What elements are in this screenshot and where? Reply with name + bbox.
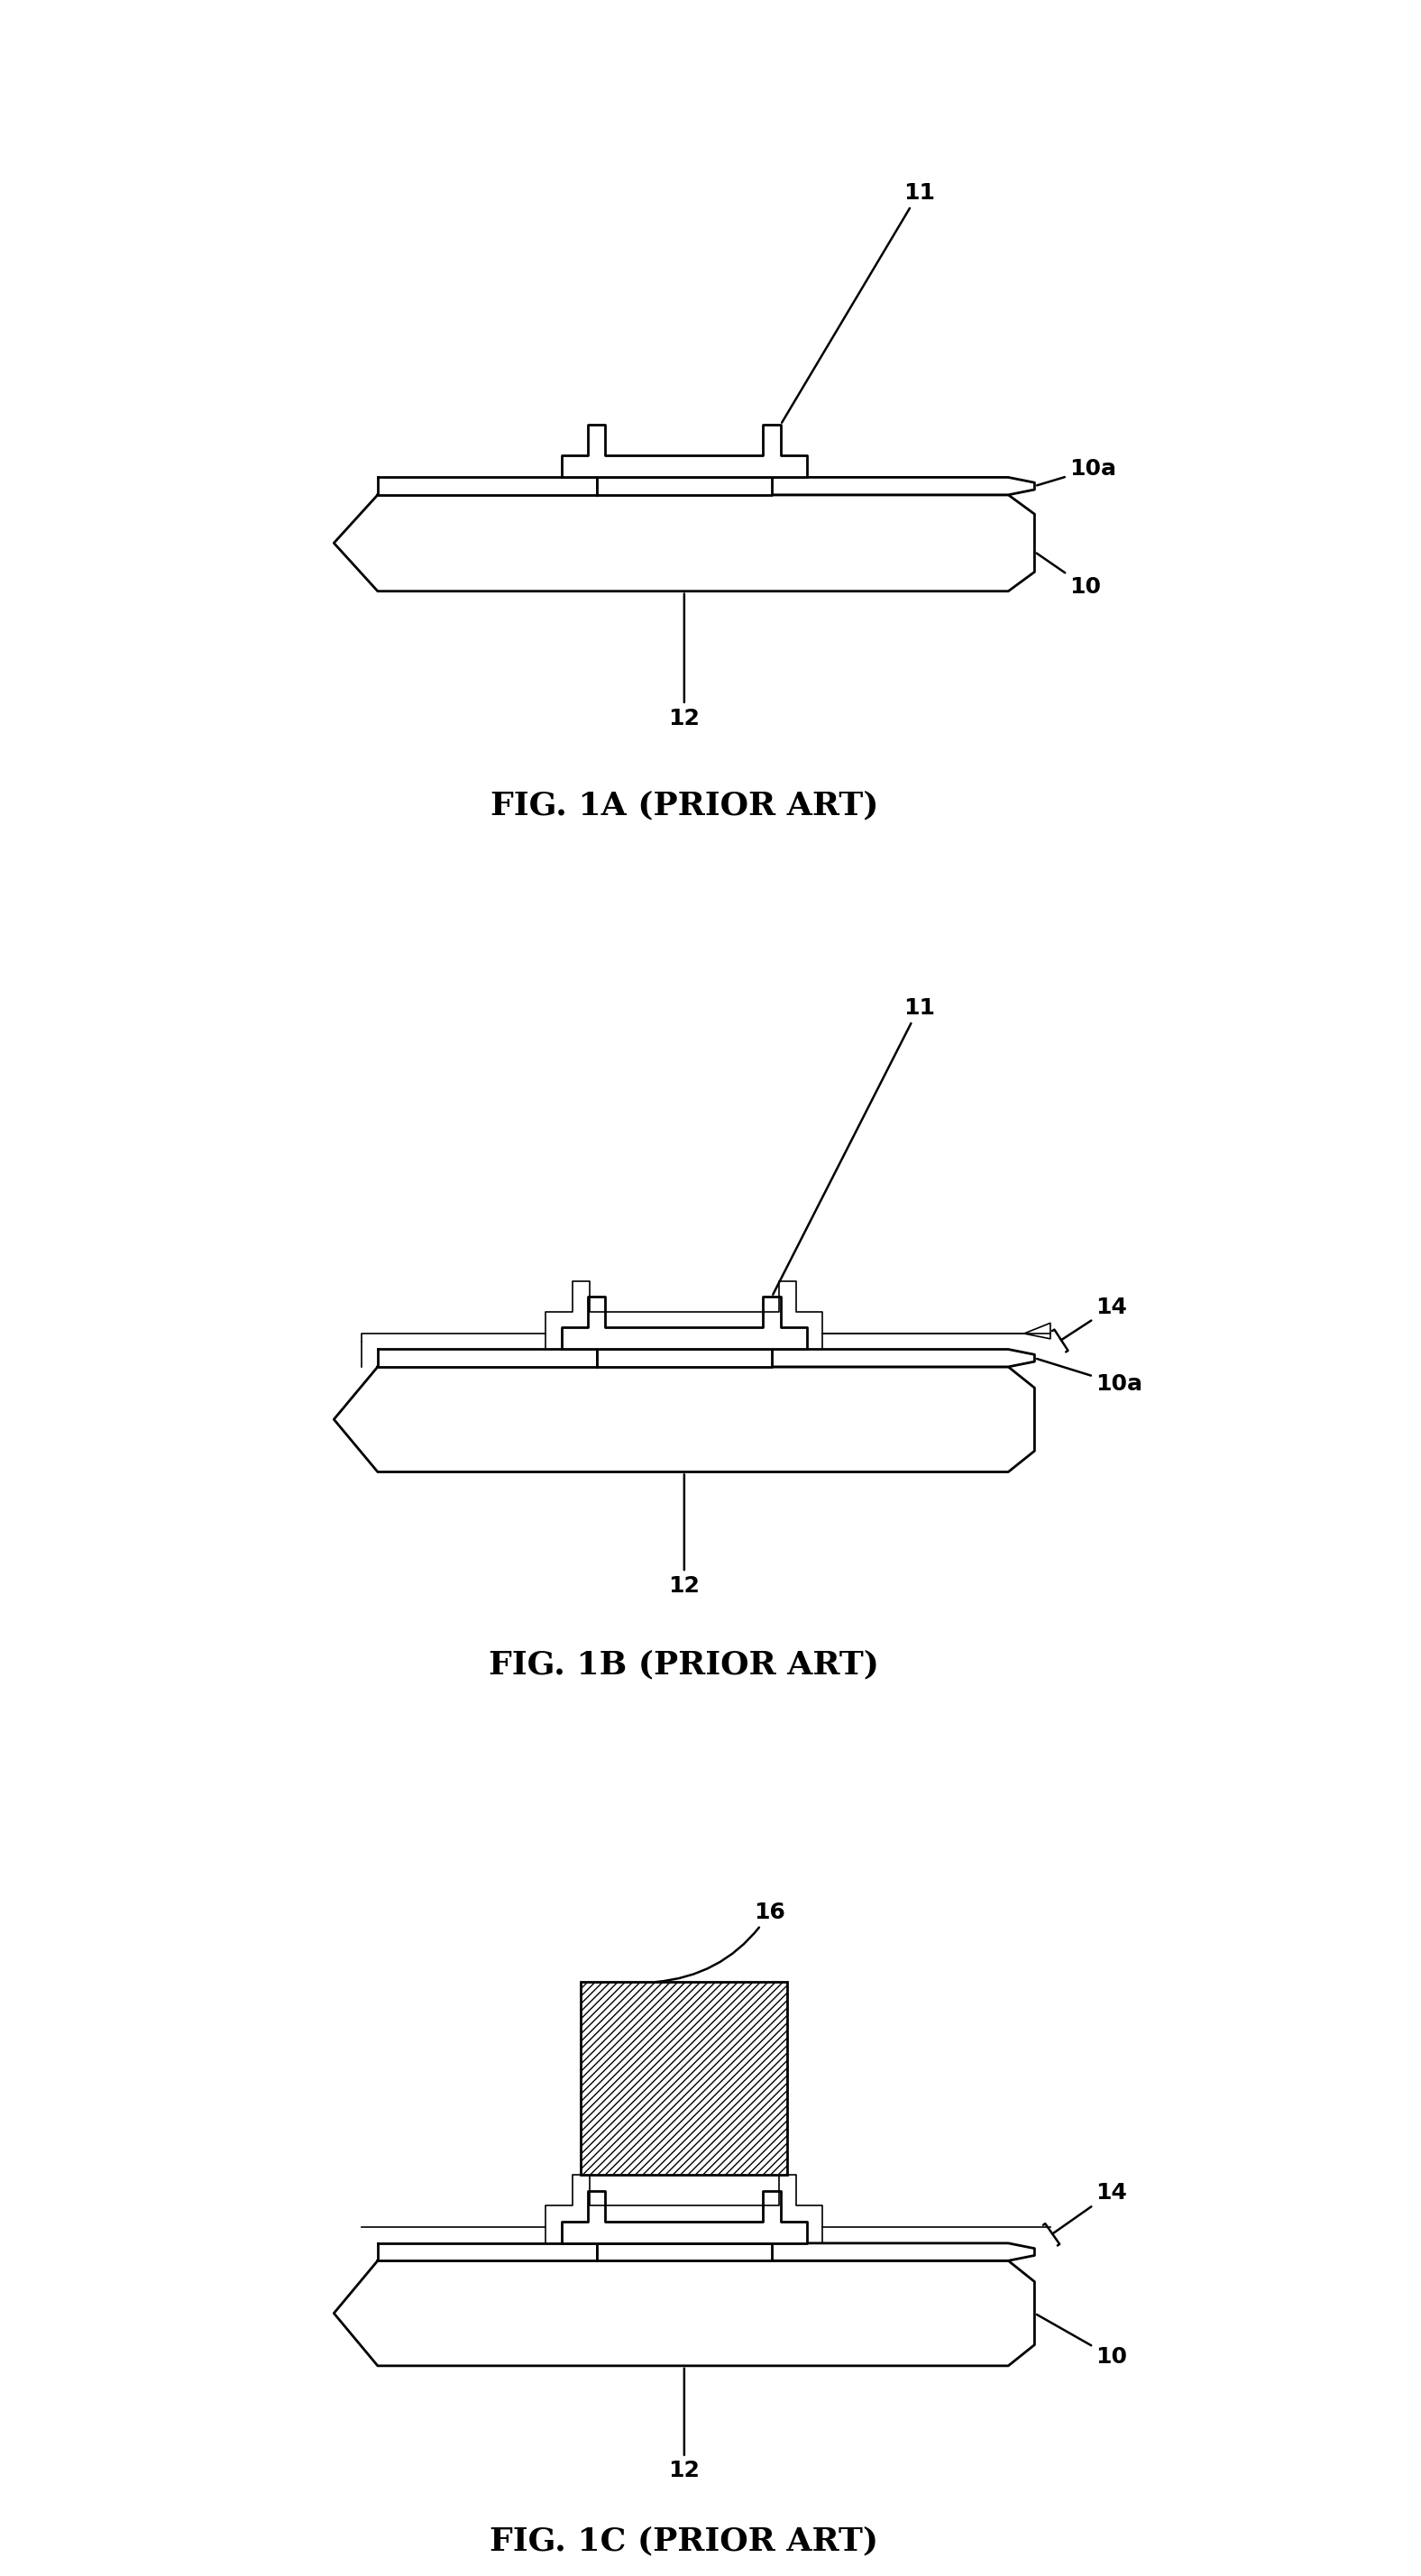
- Polygon shape: [561, 425, 807, 477]
- Text: FIG. 1A (PRIOR ART): FIG. 1A (PRIOR ART): [490, 791, 878, 822]
- Text: 12: 12: [668, 592, 701, 729]
- Polygon shape: [561, 2190, 807, 2244]
- Text: 10: 10: [1037, 2313, 1127, 2367]
- Text: 10a: 10a: [1037, 1358, 1142, 1396]
- Polygon shape: [772, 2244, 1034, 2262]
- Polygon shape: [597, 2244, 772, 2262]
- Text: 10: 10: [1037, 554, 1101, 598]
- Text: FIG. 1C (PRIOR ART): FIG. 1C (PRIOR ART): [490, 2524, 878, 2555]
- Polygon shape: [597, 477, 772, 495]
- Bar: [581, 1981, 787, 2174]
- Text: 12: 12: [668, 1473, 701, 1597]
- Polygon shape: [772, 477, 1034, 495]
- Polygon shape: [772, 1350, 1034, 1368]
- Polygon shape: [334, 2262, 1034, 2365]
- Polygon shape: [597, 1350, 772, 1368]
- Polygon shape: [561, 1296, 807, 1350]
- Text: 11: 11: [782, 183, 935, 422]
- Text: 12: 12: [668, 2367, 701, 2481]
- Text: 10a: 10a: [1037, 459, 1117, 484]
- Text: 11: 11: [773, 997, 935, 1296]
- Text: 14: 14: [1053, 1296, 1127, 1352]
- Polygon shape: [378, 1350, 597, 1368]
- Text: 16: 16: [655, 1901, 786, 1981]
- Polygon shape: [378, 2244, 597, 2262]
- Text: FIG. 1B (PRIOR ART): FIG. 1B (PRIOR ART): [489, 1649, 880, 1680]
- Polygon shape: [334, 1368, 1034, 1471]
- Polygon shape: [334, 495, 1034, 590]
- Text: 14: 14: [1043, 2182, 1127, 2246]
- Polygon shape: [378, 477, 597, 495]
